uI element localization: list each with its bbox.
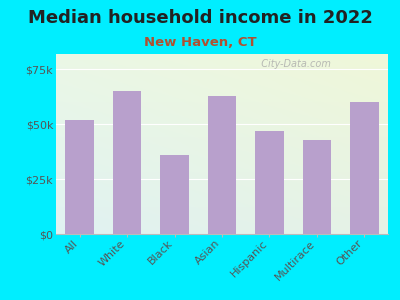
Bar bbox=[208, 96, 236, 234]
Text: Median household income in 2022: Median household income in 2022 bbox=[28, 9, 372, 27]
Text: City-Data.com: City-Data.com bbox=[255, 59, 331, 69]
Text: New Haven, CT: New Haven, CT bbox=[144, 36, 256, 49]
Bar bbox=[303, 140, 331, 234]
Bar bbox=[113, 91, 141, 234]
Bar bbox=[350, 102, 378, 234]
Bar bbox=[66, 120, 94, 234]
Bar bbox=[255, 131, 284, 234]
Bar bbox=[160, 155, 189, 234]
